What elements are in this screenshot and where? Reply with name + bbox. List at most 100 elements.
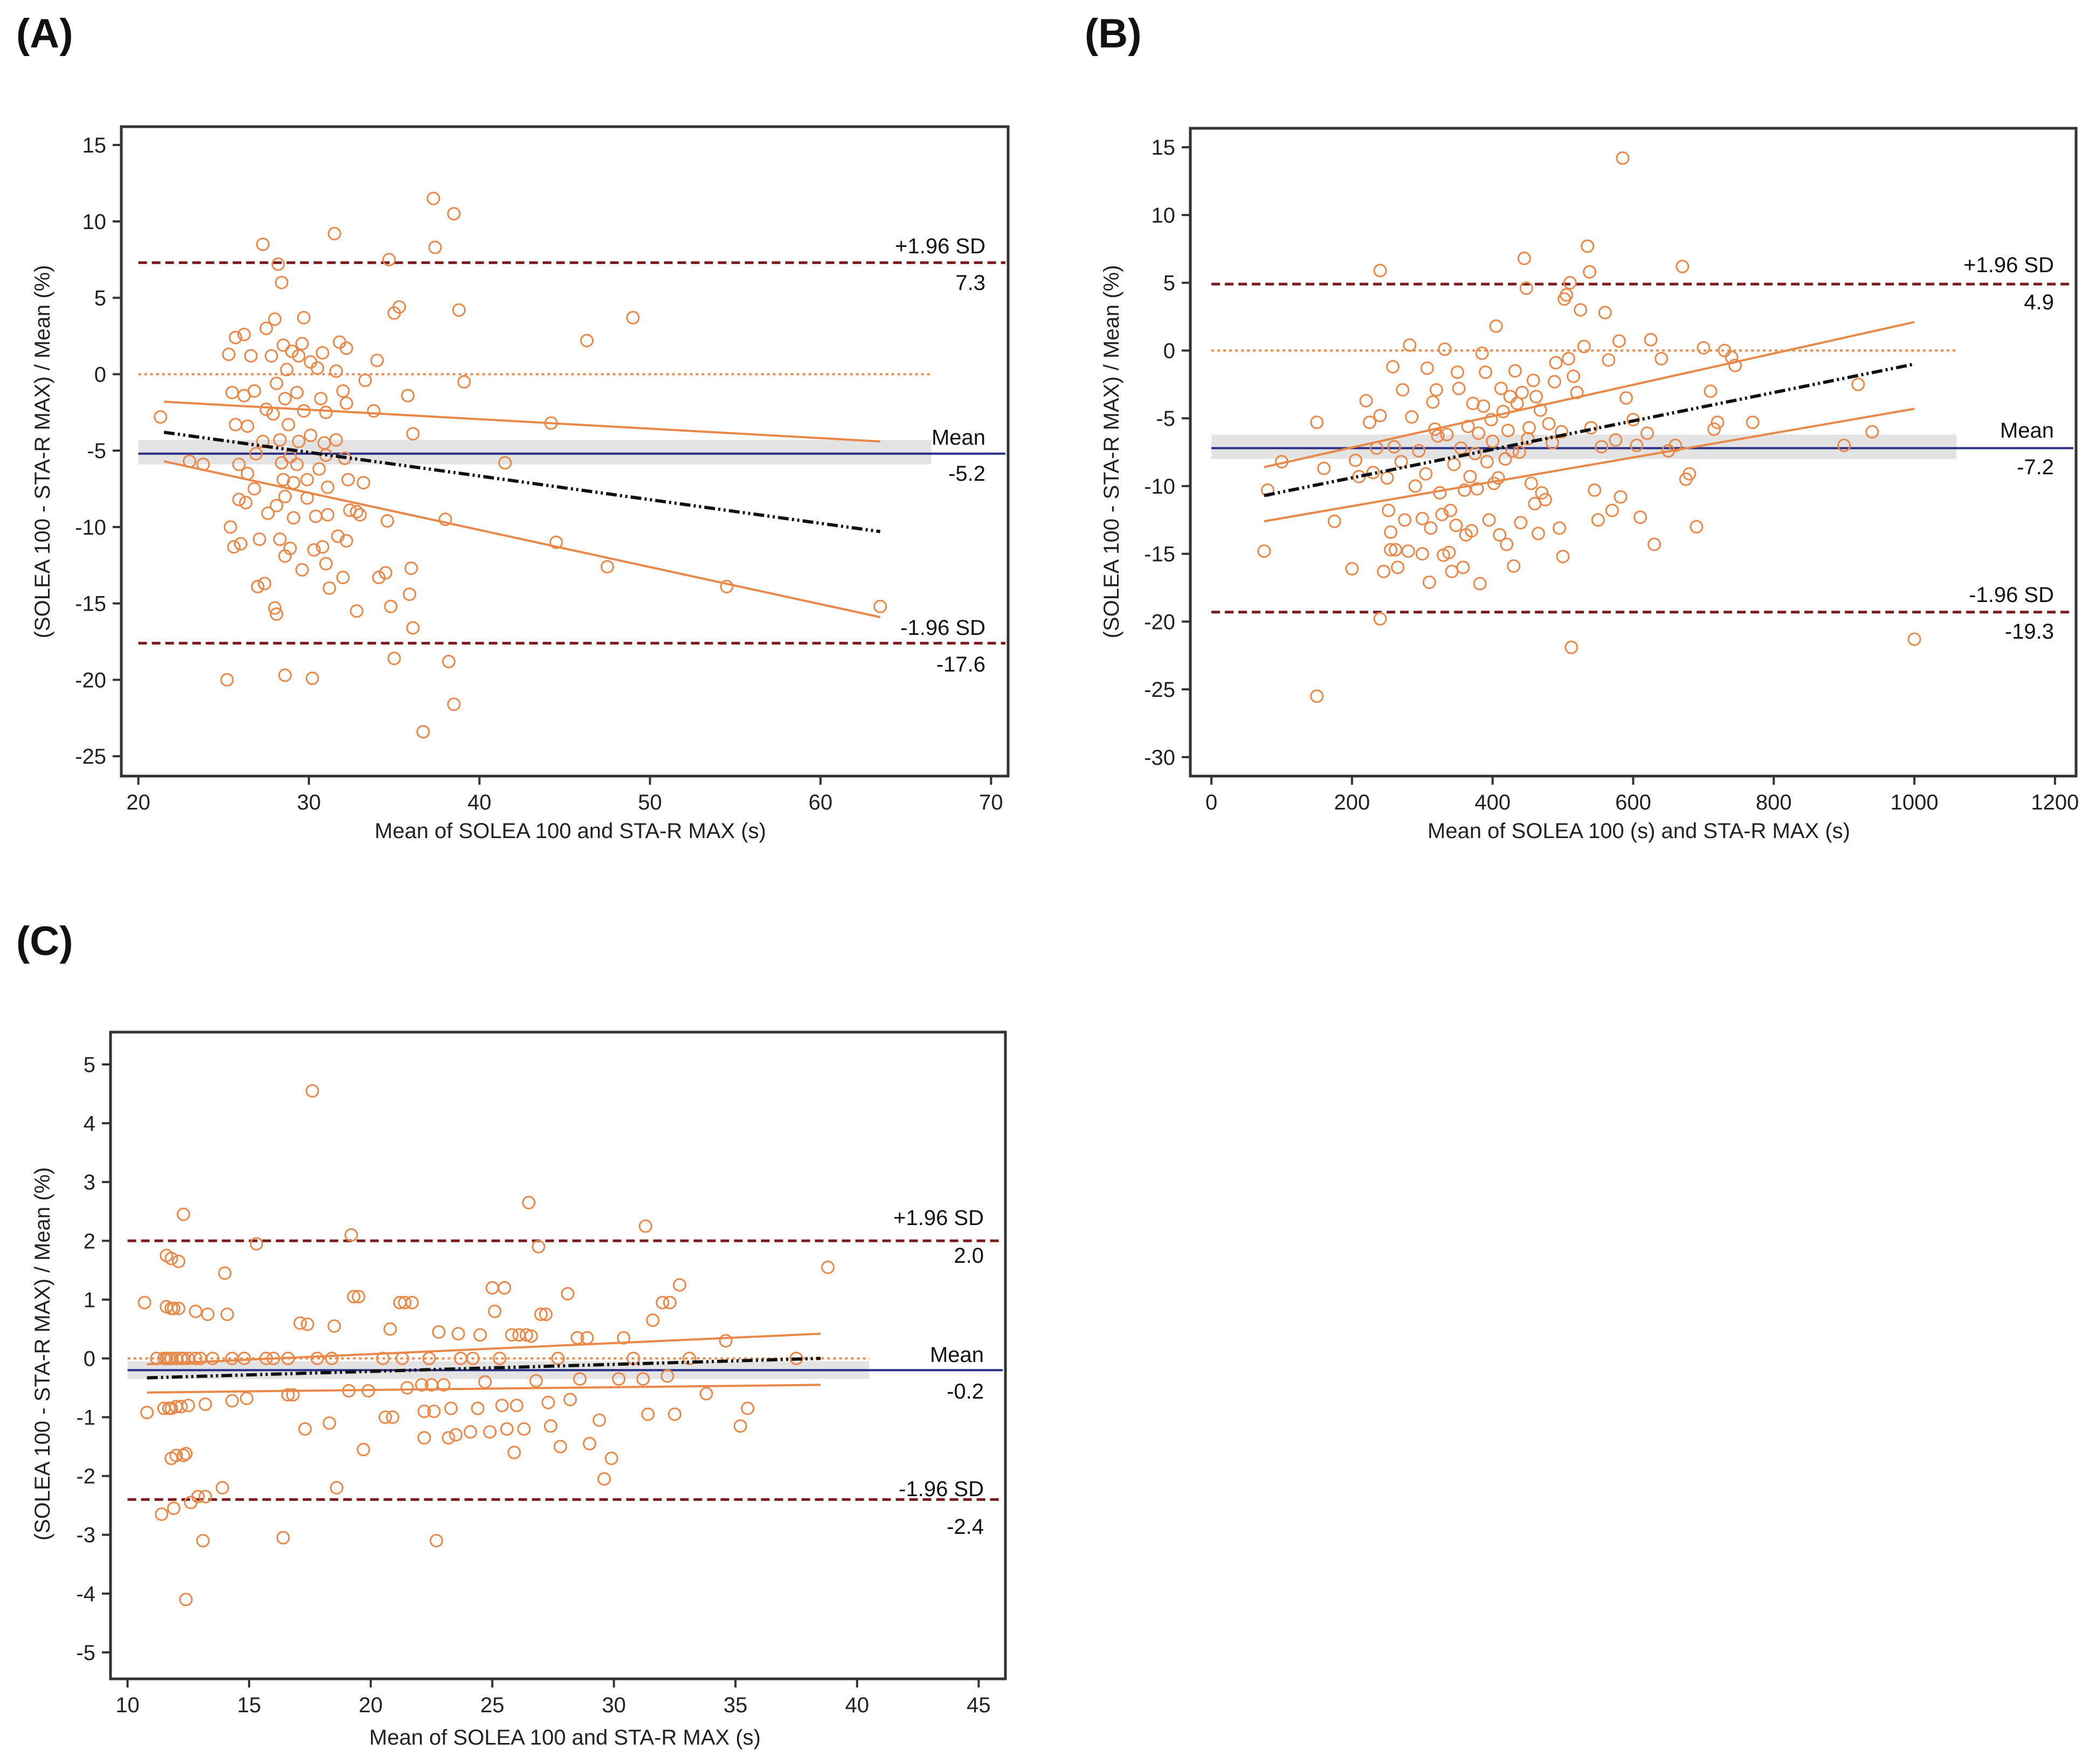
panel-c-data-point <box>298 1422 312 1436</box>
panel-c-data-point <box>539 1308 553 1322</box>
panel-b-data-point <box>1373 264 1387 278</box>
panel-a-data-point <box>223 520 237 534</box>
panel-a-data-point <box>406 621 420 635</box>
panel-b-data-point <box>1327 514 1341 528</box>
panel-b-data-point <box>1359 393 1373 407</box>
panel-c-data-point <box>196 1534 210 1548</box>
panel-a-data-point <box>392 300 406 314</box>
panel-b-data-point <box>1426 395 1440 409</box>
panel-a-data-point <box>321 480 335 494</box>
panel-a-data-point <box>350 504 364 518</box>
panel-c-data-point <box>493 1351 507 1365</box>
panel-c-data-point <box>171 1254 185 1268</box>
panel-a-data-point <box>278 489 292 503</box>
panel-c-x-axis-title: Mean of SOLEA 100 and STA-R MAX (s) <box>369 1726 761 1749</box>
panel-a-data-point <box>247 384 261 398</box>
panel-b-data-point <box>1454 441 1468 455</box>
panel-c-data-point <box>541 1395 555 1409</box>
panel-a-data-point <box>367 404 381 418</box>
panel-c-y-tick-label: -5 <box>76 1641 95 1665</box>
panel-c-data-point <box>225 1394 239 1408</box>
panel-b-data-point <box>1690 520 1704 534</box>
panel-b-data-point <box>1429 383 1443 397</box>
panel-a-data-point <box>278 392 292 406</box>
panel-c-data-point <box>325 1351 339 1365</box>
panel-c-y-tick-label: -3 <box>76 1524 95 1547</box>
panel-c-data-point <box>498 1281 512 1295</box>
panel-b-data-point <box>1507 559 1521 573</box>
panel-b-data-point <box>1479 365 1493 379</box>
panel-b-data-point <box>1581 239 1595 253</box>
panel-c-data-point <box>604 1451 618 1465</box>
panel-a-y-tick-label: 10 <box>82 210 107 234</box>
panel-c-data-point <box>519 1328 533 1342</box>
panel-b-data-point <box>1452 382 1466 396</box>
panel-b-data-point <box>1363 416 1377 430</box>
panel-b-data-point <box>1654 351 1668 365</box>
panel-b-data-point <box>1345 562 1359 576</box>
panel-b-data-point <box>1491 471 1505 485</box>
panel-c-lower-loa-value: -2.4 <box>947 1515 984 1539</box>
panel-b-data-point <box>1458 483 1472 497</box>
panel-b-data-point <box>1493 528 1507 542</box>
panel-b-data-point <box>1554 425 1568 439</box>
panel-a-data-point <box>251 579 265 593</box>
panel-a-data-point <box>256 237 270 251</box>
panel-a-data-point <box>278 549 292 563</box>
panel-c-data-point <box>668 1407 682 1421</box>
panel-a-data-point <box>372 570 386 584</box>
panel-c-upper-loa-value: 2.0 <box>954 1244 984 1268</box>
panel-a-data-point <box>601 560 615 574</box>
panel-b-data-point <box>1510 396 1524 410</box>
panel-c-data-point <box>189 1351 203 1365</box>
panel-b-data-point <box>1907 632 1921 646</box>
panel-b-x-axis-title: Mean of SOLEA 100 (s) and STA-R MAX (s) <box>1428 819 1850 843</box>
panel-a-lower-loa-value: -17.6 <box>936 653 985 676</box>
panel-b-x-tick-label: 400 <box>1474 791 1511 814</box>
panel-c-data-point <box>405 1296 419 1310</box>
panel-b-data-point <box>1583 265 1597 279</box>
panel-b-data-point <box>1415 547 1429 561</box>
panel-a-data-point <box>340 396 354 410</box>
panel-b-data-point <box>1387 440 1401 454</box>
panel-c-data-point <box>699 1387 713 1401</box>
panel-a-data-point <box>297 310 311 324</box>
panel-b-data-point <box>1489 319 1503 333</box>
panel-c-data-point <box>442 1431 456 1445</box>
panel-a-data-point <box>154 410 168 424</box>
panel-c-data-point <box>821 1260 835 1274</box>
panel-b-data-point <box>1451 365 1465 379</box>
panel-b-x-tick-label: 600 <box>1615 791 1651 814</box>
panel-a-data-point <box>404 561 418 575</box>
panel-a-mean-value: -5.2 <box>948 462 985 486</box>
panel-c-data-point <box>733 1419 747 1433</box>
panel-b-data-point <box>1633 510 1647 524</box>
panel-c-data-point <box>179 1447 193 1461</box>
panel-b-data-point <box>1501 424 1515 438</box>
panel-b-y-tick-label: -25 <box>1144 678 1175 702</box>
panel-b-mean-value: -7.2 <box>2017 455 2054 479</box>
panel-a-data-point <box>268 312 282 326</box>
panel-c-data-point <box>322 1416 336 1430</box>
panel-b-data-point <box>1412 444 1426 458</box>
panel-b-data-point <box>1420 361 1434 375</box>
panel-a-data-point <box>232 458 246 472</box>
panel-c-regression-ci-lower <box>147 1383 821 1394</box>
panel-b-data-point <box>1424 521 1438 535</box>
panel-c-data-point <box>551 1351 565 1365</box>
panel-c-data-point <box>597 1472 611 1486</box>
panel-a-regression-line <box>163 431 881 534</box>
panel-c-data-point <box>344 1228 358 1242</box>
panel-c-data-point <box>176 1207 190 1221</box>
panel-c-data-point <box>638 1219 652 1233</box>
panel-a-data-point <box>274 275 288 289</box>
panel-b-data-point <box>1837 438 1851 452</box>
panel-b-data-point <box>1389 543 1403 557</box>
panel-b-data-point <box>1522 421 1536 435</box>
panel-a-data-point <box>252 532 266 547</box>
panel-b-data-point <box>1526 373 1540 388</box>
panel-b-data-point <box>1310 689 1324 703</box>
panel-a-data-point <box>329 433 343 447</box>
panel-b-x-tick-label: 1200 <box>2031 791 2079 814</box>
panel-c-data-point <box>201 1308 215 1322</box>
